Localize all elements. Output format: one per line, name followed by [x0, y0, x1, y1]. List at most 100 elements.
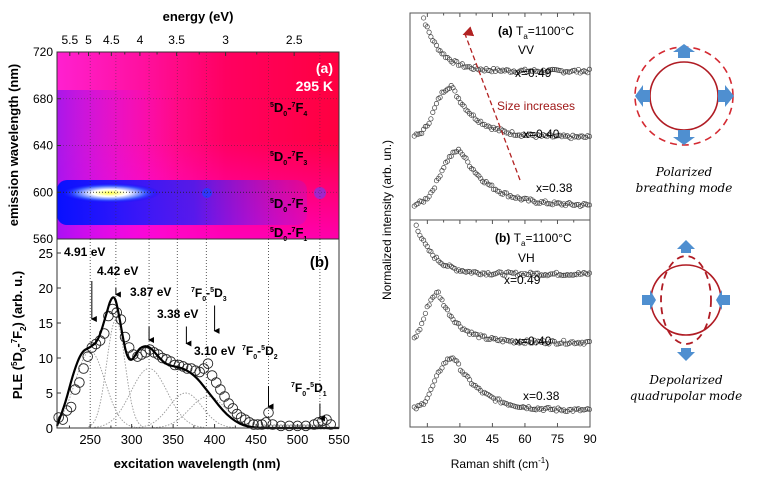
ple-data-point: [190, 365, 201, 376]
quadrupolar-caption-line1: Depolarized: [648, 373, 723, 387]
raman-data-point: [446, 85, 452, 91]
raman-data-point: [481, 270, 487, 276]
raman-data-point: [586, 406, 593, 413]
ple-data-point: [300, 420, 312, 432]
nanoparticle-circle: [649, 61, 719, 131]
raman-data-point: [430, 383, 436, 389]
raman-data-point: [577, 133, 583, 139]
raman-data-point: [533, 407, 539, 413]
panel-label-a: (a): [316, 60, 333, 76]
raman-data-point: [439, 365, 445, 371]
raman-data-point: [433, 101, 440, 107]
raman-data-point: [507, 131, 513, 137]
annotation-transition: 7F0-5D3: [191, 286, 227, 303]
raman-data-point: [544, 201, 550, 207]
raman-data-point: [461, 64, 467, 70]
raman-data-point: [562, 341, 569, 347]
raman-data-point: [470, 269, 476, 275]
raman-data-point: [426, 29, 432, 35]
x-tick-label: 350: [162, 432, 184, 447]
annotation-label: 3.10 eV: [194, 344, 235, 358]
ple-fit-curve: [55, 296, 339, 430]
raman-data-point: [533, 270, 539, 276]
raman-data-point: [479, 333, 486, 339]
raman-data-point: [562, 69, 569, 75]
top-tick-label: 3: [222, 33, 229, 47]
x-tick-label: 450: [245, 432, 267, 447]
raman-data-point: [503, 338, 510, 344]
heatmap-spot: [202, 188, 212, 198]
raman-data-point: [572, 406, 578, 412]
ple-data-point: [267, 419, 278, 430]
ple-data-point: [325, 419, 336, 430]
raman-data-point: [432, 105, 438, 111]
raman-x-axis-label: Raman shift (cm-1): [451, 456, 549, 471]
raman-data-point: [533, 200, 539, 206]
raman-data-point: [424, 24, 430, 30]
raman-data-point: [513, 404, 519, 410]
arrow-up-icon: [673, 44, 695, 58]
raman-data-point: [470, 331, 476, 337]
quadrupolar-mode-diagram: Depolarized quadrupolar mode: [630, 240, 742, 403]
heatmap-top-axis: 5.5 5 4.5 4 3.5 3 2.5: [61, 33, 303, 56]
top-tick-label: 4: [137, 33, 144, 47]
ple-data-point: [202, 358, 214, 369]
y-tick-label: 720: [33, 45, 53, 59]
ple-data-points: [53, 303, 336, 432]
raman-data-point: [422, 196, 428, 202]
raman-data-point: [426, 120, 432, 126]
top-tick-label: 5.5: [61, 33, 78, 47]
raman-data-point: [529, 406, 535, 413]
x-tick-label: 550: [328, 432, 350, 447]
raman-data-point: [546, 201, 552, 207]
y-tick-label: 560: [33, 232, 53, 246]
raman-data-point: [546, 67, 552, 73]
raman-data-point: [463, 64, 469, 70]
ple-data-point: [283, 420, 295, 432]
raman-labels: (a) Ta=1100°C VV (b) Ta=1100°C VH x=0.49 x=0.…: [495, 24, 574, 403]
raman-data-point: [433, 42, 440, 48]
raman-data-point: [575, 201, 581, 208]
ple-data-point: [252, 419, 263, 430]
raman-data-point: [426, 391, 432, 397]
raman-data-point: [505, 402, 511, 408]
raman-data-point: [432, 185, 438, 191]
raman-data-point: [417, 131, 423, 137]
raman-data-point: [561, 201, 567, 207]
raman-data-point: [526, 68, 532, 74]
excitation-axis-label: excitation wavelength (nm): [114, 456, 281, 471]
raman-data-point: [586, 339, 593, 345]
heatmap-y-axis: 560 600 640 680 720: [33, 45, 61, 246]
raman-condition-label: (b) Ta=1100°C: [495, 231, 572, 248]
annotation-label: 3.38 eV: [157, 307, 198, 321]
raman-data-point: [468, 112, 475, 118]
raman-data-point: [452, 88, 458, 94]
ple-x-axis: 250 300 350 400 450 500 550: [68, 424, 350, 447]
raman-data-point: [527, 340, 534, 346]
raman-data-point: [507, 69, 513, 75]
series-label: x=0.40: [515, 334, 552, 348]
raman-data-point: [557, 68, 563, 74]
ple-data-point: [65, 401, 77, 413]
raman-data-point: [585, 202, 591, 208]
raman-data-point: [542, 341, 548, 347]
y-tick-label: 25: [39, 246, 53, 261]
raman-data-point: [533, 68, 539, 74]
y-tick-label: 5: [46, 386, 53, 401]
ple-data-point: [227, 403, 239, 414]
raman-data-point: [518, 67, 524, 73]
ple-data-point: [57, 414, 69, 425]
raman-tick-label: 15: [421, 432, 435, 446]
raman-data-point: [417, 402, 423, 409]
raman-data-point: [498, 269, 504, 275]
raman-data-point: [459, 369, 465, 375]
y-tick-label: 640: [33, 139, 53, 153]
raman-data-point: [470, 112, 476, 118]
ple-gaussian-component: [94, 368, 204, 428]
series-label: x=0.49: [515, 66, 552, 80]
arrow-right-inward-icon: [642, 290, 656, 310]
raman-data-point: [437, 94, 443, 100]
raman-data-point: [540, 407, 546, 413]
raman-data-point: [444, 307, 451, 313]
raman-data-point: [421, 15, 427, 21]
